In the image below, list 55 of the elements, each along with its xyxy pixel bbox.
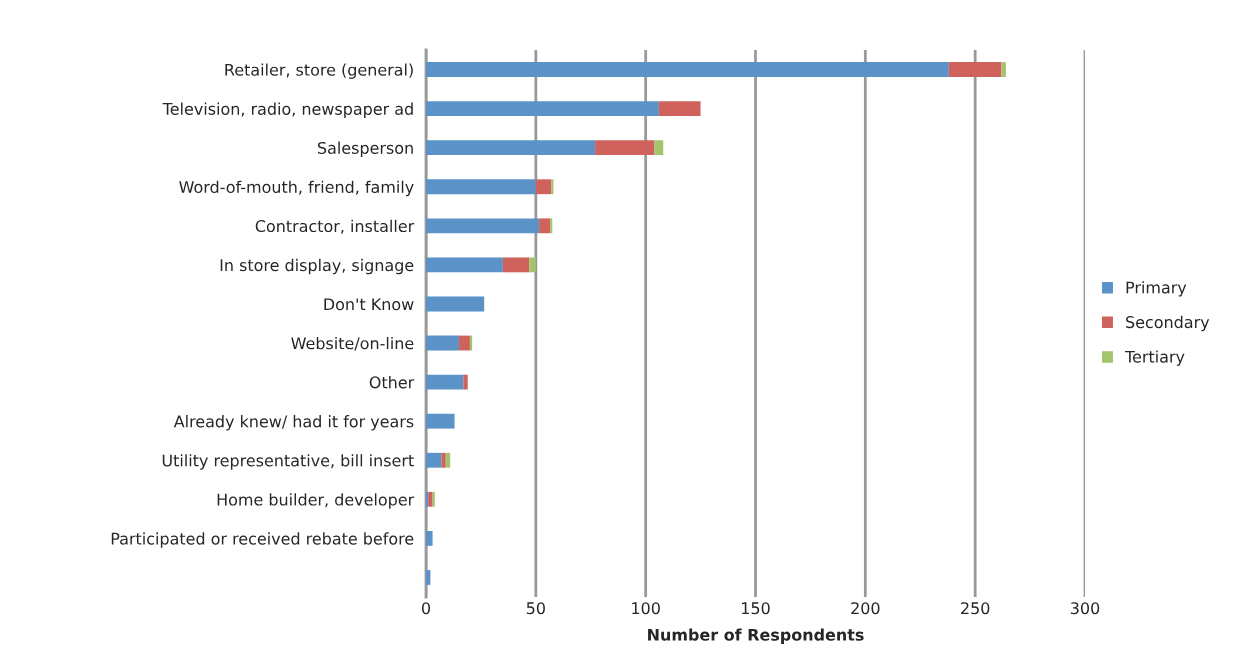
bar — [426, 374, 464, 390]
bar — [445, 452, 451, 468]
x-tick-label: 50 — [526, 602, 545, 615]
bar — [502, 257, 530, 273]
y-tick-label: Other — [369, 376, 415, 389]
bar — [539, 218, 551, 234]
bar — [426, 218, 540, 234]
bar — [550, 218, 553, 234]
x-tick-label: 300 — [1070, 602, 1100, 615]
y-tick-label: Participated or received rebate before — [111, 532, 414, 548]
legend-label: Secondary — [1126, 315, 1210, 332]
bar — [426, 62, 949, 77]
y-tick-label: Website/on-line — [291, 336, 414, 351]
bar — [426, 452, 442, 468]
y-tick-label: In store display, signage — [220, 258, 414, 275]
x-tick-label: 150 — [742, 602, 770, 615]
bar — [426, 491, 429, 507]
bar — [432, 491, 435, 507]
y-tick-label: Already knew/ had it for years — [173, 415, 414, 431]
x-tick-label: 100 — [632, 602, 660, 615]
legend-label: Primary — [1126, 281, 1187, 297]
bar — [426, 296, 485, 312]
bar — [948, 62, 1002, 77]
bar — [595, 140, 655, 156]
y-tick-label: Salesperson — [317, 141, 413, 158]
bar — [426, 179, 536, 195]
y-tick-label: Utility representative, bill insert — [162, 454, 414, 470]
legend-label: Tertiary — [1124, 350, 1185, 366]
bar — [458, 335, 470, 351]
bar — [426, 257, 503, 273]
bar — [426, 570, 431, 585]
y-tick-label: Television, radio, newspaper ad — [162, 102, 413, 118]
x-tick-label: 200 — [851, 602, 880, 615]
bar — [428, 491, 433, 507]
bar — [551, 179, 554, 195]
bar — [441, 452, 446, 468]
y-tick-label: Word-of-mouth, friend, family — [179, 180, 414, 197]
bar — [1001, 62, 1006, 77]
bar — [535, 179, 552, 195]
x-tick-label: 0 — [421, 602, 431, 615]
bar — [426, 101, 659, 117]
y-tick-label: Don't Know — [324, 298, 414, 311]
bar — [426, 413, 455, 429]
bar — [426, 140, 596, 156]
bar — [654, 140, 664, 156]
x-tick-label: 250 — [961, 602, 990, 615]
bar — [463, 374, 468, 390]
bar — [426, 335, 459, 351]
x-axis-title: Number of Respondents — [648, 628, 864, 644]
y-tick-label: Home builder, developer — [217, 493, 415, 509]
bar — [426, 530, 433, 546]
y-tick-label: Contractor, installer — [255, 219, 415, 234]
bar — [658, 101, 701, 117]
y-tick-label: Retailer, store (general) — [225, 63, 413, 79]
bar — [529, 257, 536, 273]
